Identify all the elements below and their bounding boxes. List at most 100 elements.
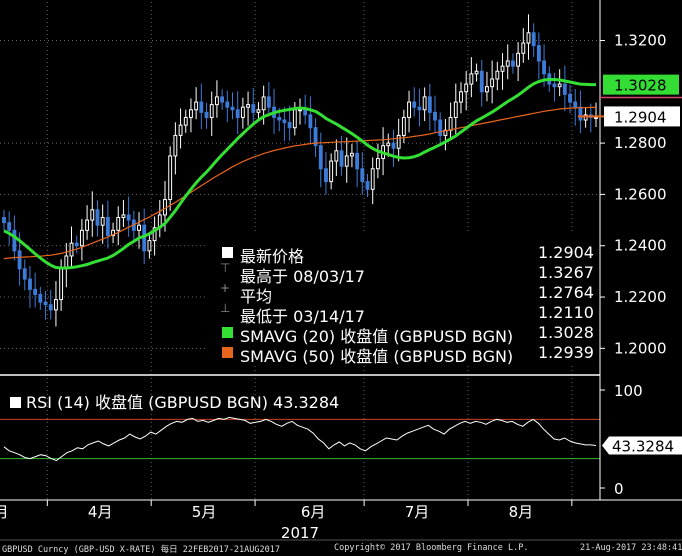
legend-label: SMAVG (50) 收盘值 (GBPUSD BGN) bbox=[240, 347, 514, 366]
candle-body bbox=[74, 242, 79, 247]
candle-body bbox=[2, 217, 6, 224]
candle-body bbox=[7, 222, 12, 231]
x-axis-year: 2017 bbox=[281, 524, 319, 542]
candle-body bbox=[355, 152, 360, 170]
candle-body bbox=[531, 32, 536, 47]
candle-body bbox=[308, 114, 313, 129]
candle-body bbox=[459, 91, 463, 103]
candle-body bbox=[422, 96, 427, 111]
candle-body bbox=[111, 229, 115, 236]
candle-body bbox=[282, 119, 287, 124]
candle-body bbox=[43, 301, 48, 306]
candle-body bbox=[407, 101, 411, 118]
square-icon bbox=[10, 397, 21, 408]
candle-body bbox=[240, 106, 245, 118]
candle-body bbox=[183, 116, 188, 126]
sma50-line bbox=[3, 106, 596, 260]
candle-body bbox=[375, 157, 380, 170]
candle-body bbox=[505, 60, 510, 67]
candle-body bbox=[552, 83, 557, 88]
legend-label: 最新价格 bbox=[240, 247, 305, 266]
candle-body bbox=[235, 109, 240, 118]
candle-body bbox=[594, 116, 598, 119]
candle-body bbox=[303, 109, 308, 116]
y-tick-label: 1.2600 bbox=[614, 185, 667, 203]
candle-body bbox=[38, 293, 43, 303]
candle-body bbox=[521, 42, 526, 54]
candle-body bbox=[12, 229, 17, 252]
y-tick-label: 1.2800 bbox=[614, 134, 667, 152]
rsi-label-text: RSI (14) 收盘值 (GBPUSD BGN) 43.3284 bbox=[26, 393, 340, 412]
candle-body bbox=[313, 127, 318, 147]
candle-body bbox=[168, 155, 173, 201]
candle-body bbox=[33, 288, 38, 295]
rsi-series bbox=[0, 416, 600, 462]
footer-timestamp: 21-Aug-2017 23:48:41 bbox=[580, 543, 682, 553]
legend-value: 1.3267 bbox=[538, 263, 594, 282]
candle-body bbox=[485, 86, 489, 93]
candle-body bbox=[583, 114, 588, 121]
footer-copyright: Copyright© 2017 Bloomberg Finance L.P. bbox=[334, 543, 529, 553]
candle-body bbox=[214, 96, 219, 106]
candle-body bbox=[474, 70, 479, 75]
candle-body bbox=[396, 134, 401, 149]
candle-body bbox=[105, 217, 110, 236]
candle-body bbox=[189, 109, 193, 118]
candle-body bbox=[562, 83, 567, 95]
candle-body bbox=[568, 93, 572, 103]
candle-body bbox=[401, 116, 406, 136]
candle-body bbox=[526, 32, 531, 44]
legend-value: 1.2939 bbox=[538, 343, 594, 362]
candle-body bbox=[199, 101, 204, 113]
candle-body bbox=[69, 242, 74, 257]
candle-body bbox=[469, 73, 474, 85]
candle-body bbox=[329, 160, 334, 183]
candle-body bbox=[209, 104, 214, 118]
candle-body bbox=[173, 134, 178, 157]
candlesticks bbox=[2, 14, 598, 327]
candle-body bbox=[324, 168, 328, 183]
candle-body bbox=[391, 142, 396, 149]
rsi-legend: RSI (14) 收盘值 (GBPUSD BGN) 43.3284 bbox=[10, 389, 339, 413]
candle-body bbox=[90, 209, 95, 221]
x-tick-label: 8月 bbox=[509, 503, 534, 521]
candle-body bbox=[360, 168, 365, 183]
candle-body bbox=[412, 101, 417, 108]
y-tick-label: 1.2400 bbox=[614, 237, 667, 255]
candle-body bbox=[121, 214, 126, 219]
low-marker-icon: ⊥ bbox=[220, 301, 231, 315]
candle-body bbox=[22, 268, 27, 280]
footer-left: GBPUSD Curncy (GBP-USD X-RATE) 每日 22FEB2… bbox=[2, 545, 280, 555]
candle-body bbox=[225, 101, 230, 108]
candle-body bbox=[516, 52, 521, 67]
average-marker-icon: + bbox=[220, 281, 231, 295]
orange-square-icon bbox=[222, 347, 233, 358]
green-square-icon bbox=[222, 327, 233, 338]
footer-bar: GBPUSD Curncy (GBP-USD X-RATE) 每日 22FEB2… bbox=[0, 541, 682, 556]
candle-body bbox=[344, 155, 349, 167]
rsi-badge bbox=[602, 436, 682, 455]
candle-body bbox=[495, 70, 500, 80]
candle-body bbox=[542, 60, 546, 75]
candle-body bbox=[536, 45, 541, 62]
candle-body bbox=[578, 106, 583, 121]
candle-body bbox=[490, 78, 495, 88]
candle-body bbox=[350, 152, 354, 157]
candle-body bbox=[453, 101, 458, 118]
candle-body bbox=[194, 101, 199, 111]
candle-body bbox=[48, 304, 53, 311]
legend-value: 1.2764 bbox=[538, 283, 594, 302]
rsi-badge-text: 43.3284 bbox=[612, 438, 674, 456]
candle-body bbox=[28, 278, 32, 290]
candle-body bbox=[448, 116, 453, 131]
price-badges: 1.3028 1.2904 43.3284 bbox=[578, 74, 682, 456]
candle-body bbox=[59, 268, 64, 301]
candle-body bbox=[277, 116, 282, 121]
candle-body bbox=[100, 217, 105, 226]
high-marker-icon: ⊤ bbox=[220, 261, 231, 275]
candle-body bbox=[152, 227, 157, 242]
legend-value: 1.2110 bbox=[538, 303, 594, 322]
candle-body bbox=[386, 142, 391, 147]
candle-body bbox=[79, 229, 84, 247]
candle-body bbox=[147, 240, 152, 252]
